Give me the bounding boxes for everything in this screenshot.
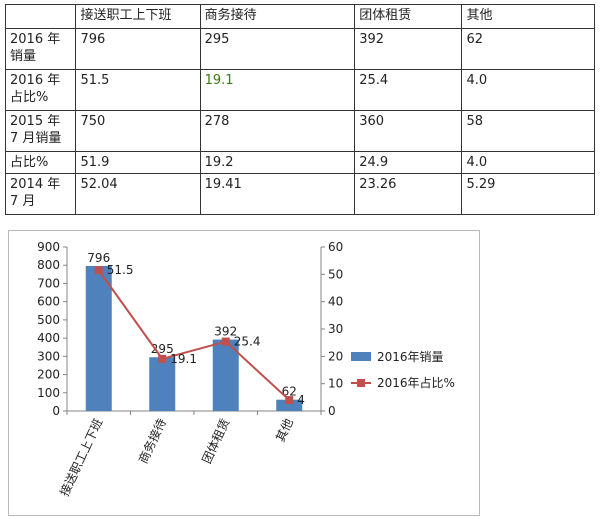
table-header-cell: 商务接待 xyxy=(199,4,356,29)
table-row: 2015 年 7 月销量 750 278 360 58 xyxy=(4,110,595,152)
right-axis-tick-label: 40 xyxy=(328,295,343,309)
table-cell: 52.04 xyxy=(75,173,201,215)
table-row-label: 2016 年占比% xyxy=(4,69,77,111)
line-data-label: 51.5 xyxy=(107,263,134,277)
table-cell: 796 xyxy=(75,28,201,70)
line-data-label: 25.4 xyxy=(234,335,261,349)
table-cell: 392 xyxy=(354,28,463,70)
table-header-cell xyxy=(4,4,77,29)
table-header-row: 接送职工上下班 商务接待 团体租赁 其他 xyxy=(4,4,595,29)
x-axis-category-label: 商务接待 xyxy=(135,416,169,466)
table-row-label: 占比% xyxy=(4,151,77,174)
table-header-cell: 其他 xyxy=(461,4,595,29)
bar xyxy=(276,399,303,411)
table-header-cell: 团体租赁 xyxy=(354,4,463,29)
table-cell: 19.2 xyxy=(199,151,356,174)
line-marker xyxy=(158,354,167,363)
right-axis-tick-label: 50 xyxy=(328,267,343,281)
bar-data-label: 392 xyxy=(214,325,237,339)
line-series xyxy=(97,269,290,401)
line-marker xyxy=(94,266,103,275)
right-axis-tick-label: 0 xyxy=(328,404,336,418)
left-axis-tick-label: 700 xyxy=(37,276,60,290)
table-cell: 58 xyxy=(461,110,595,152)
table-row-label: 2014 年 7 月 xyxy=(4,173,77,215)
table-cell: 360 xyxy=(354,110,463,152)
table-row: 占比% 51.9 19.2 24.9 4.0 xyxy=(4,151,595,174)
line-data-label: 19.1 xyxy=(170,352,197,366)
table-cell: 24.9 xyxy=(354,151,463,174)
legend-line-marker xyxy=(357,379,365,387)
table-cell: 51.5 xyxy=(75,69,201,111)
table-row-label: 2015 年 7 月销量 xyxy=(4,110,77,152)
left-axis-tick-label: 600 xyxy=(37,295,60,309)
left-axis-tick-label: 500 xyxy=(37,313,60,327)
legend-bar-label: 2016年销量 xyxy=(377,350,444,364)
table-row: 2016 年占比% 51.5 19.1 25.4 4.0 xyxy=(4,69,595,111)
table-cell: 19.1 xyxy=(199,69,356,111)
left-axis-tick-label: 400 xyxy=(37,331,60,345)
left-axis-tick-label: 200 xyxy=(37,368,60,382)
bar xyxy=(212,339,239,411)
right-axis-tick-label: 60 xyxy=(328,240,343,254)
left-axis-tick-label: 800 xyxy=(37,258,60,272)
legend-line-label: 2016年占比% xyxy=(377,375,455,390)
line-data-label: 4 xyxy=(297,393,305,407)
right-axis-tick-label: 30 xyxy=(328,322,343,336)
table-cell: 25.4 xyxy=(354,69,463,111)
right-axis-tick-label: 10 xyxy=(328,377,343,391)
x-axis-category-label: 接送职工上下班 xyxy=(56,416,105,498)
table-cell: 23.26 xyxy=(354,173,463,215)
table-cell: 278 xyxy=(199,110,356,152)
left-axis-tick-label: 0 xyxy=(52,404,60,418)
legend-bar-swatch xyxy=(351,352,371,361)
table-cell: 51.9 xyxy=(75,151,201,174)
x-axis-category-label: 其他 xyxy=(273,416,296,444)
chart-svg: 0 100 200 300 400 500 600 700 800 900 0 10 20 30 40 50 6… xyxy=(37,240,455,498)
bar xyxy=(149,357,176,411)
bar-data-label: 295 xyxy=(151,342,174,356)
table-cell: 5.29 xyxy=(461,173,595,215)
line-marker xyxy=(285,396,294,405)
table-cell: 295 xyxy=(199,28,356,70)
table-row: 2016 年销量 796 295 392 62 xyxy=(4,28,595,70)
bar-data-label: 796 xyxy=(87,251,110,265)
table-cell: 750 xyxy=(75,110,201,152)
table-cell: 4.0 xyxy=(461,151,595,174)
table-row-label: 2016 年销量 xyxy=(4,28,77,70)
data-table: 接送职工上下班 商务接待 团体租赁 其他 2016 年销量 796 295 39… xyxy=(4,4,595,215)
left-axis-tick-label: 100 xyxy=(37,386,60,400)
combo-chart: 0 100 200 300 400 500 600 700 800 900 0 10 20 30 40 50 6… xyxy=(8,230,480,516)
x-axis-category-label: 团体租赁 xyxy=(199,416,232,465)
table-cell: 19.41 xyxy=(199,173,356,215)
left-axis-tick-label: 300 xyxy=(37,349,60,363)
left-axis-tick-label: 900 xyxy=(37,240,60,254)
table-cell: 4.0 xyxy=(461,69,595,111)
table-header-cell: 接送职工上下班 xyxy=(75,4,201,29)
table-row: 2014 年 7 月 52.04 19.41 23.26 5.29 xyxy=(4,173,595,215)
bar xyxy=(85,265,112,411)
right-axis-tick-label: 20 xyxy=(328,349,343,363)
line-marker xyxy=(221,337,230,346)
table-cell: 62 xyxy=(461,28,595,70)
